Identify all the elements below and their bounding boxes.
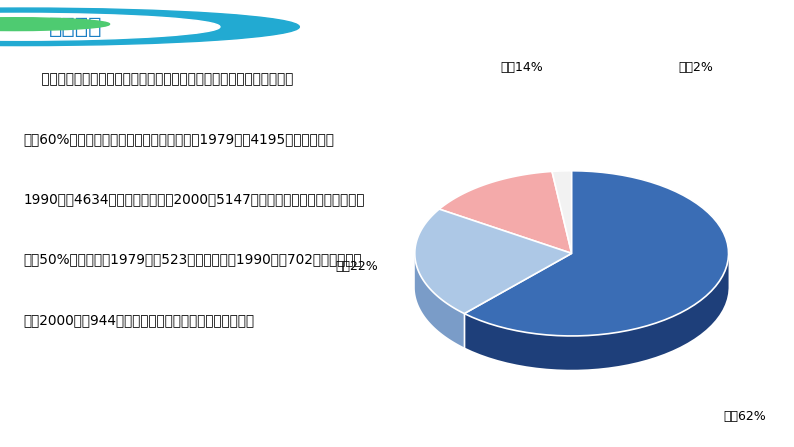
Text: 农业62%: 农业62%	[723, 410, 766, 423]
Polygon shape	[464, 254, 729, 370]
Text: 1990年的4634亿立方米，发展到2000年5147亿立方米．工业用水的重复利用: 1990年的4634亿立方米，发展到2000年5147亿立方米．工业用水的重复利…	[24, 192, 365, 207]
Text: 数据分析: 数据分析	[49, 17, 102, 37]
Text: 工业22%: 工业22%	[336, 260, 379, 273]
Circle shape	[0, 13, 220, 40]
Circle shape	[0, 8, 299, 46]
Text: 生态2%: 生态2%	[678, 61, 713, 74]
Text: 生活14%: 生活14%	[501, 61, 544, 74]
Text: 率仈50%，用水量ふ1979年的523亿立方米，到1990年的702亿立方米，上: 率仈50%，用水量ふ1979年的523亿立方米，到1990年的702亿立方米，上	[24, 253, 362, 266]
Circle shape	[0, 18, 110, 30]
Polygon shape	[414, 209, 572, 314]
Text: 升到2000年的944亿立方米．城市生活用水量逐年上升．: 升到2000年的944亿立方米．城市生活用水量逐年上升．	[24, 313, 255, 327]
Text: 时，60%的水消耗于蒸发渗透．农业用水量ふ1979年的4195亿立方米，到: 时，60%的水消耗于蒸发渗透．农业用水量ふ1979年的4195亿立方米，到	[24, 132, 335, 146]
Polygon shape	[464, 171, 729, 336]
Polygon shape	[414, 255, 464, 347]
Polygon shape	[552, 171, 572, 253]
Polygon shape	[439, 171, 572, 253]
Text: 我国水资源得不到合理利用，这表现在农业用水效率很低，在灸溉农田: 我国水资源得不到合理利用，这表现在农业用水效率很低，在灸溉农田	[24, 72, 293, 86]
